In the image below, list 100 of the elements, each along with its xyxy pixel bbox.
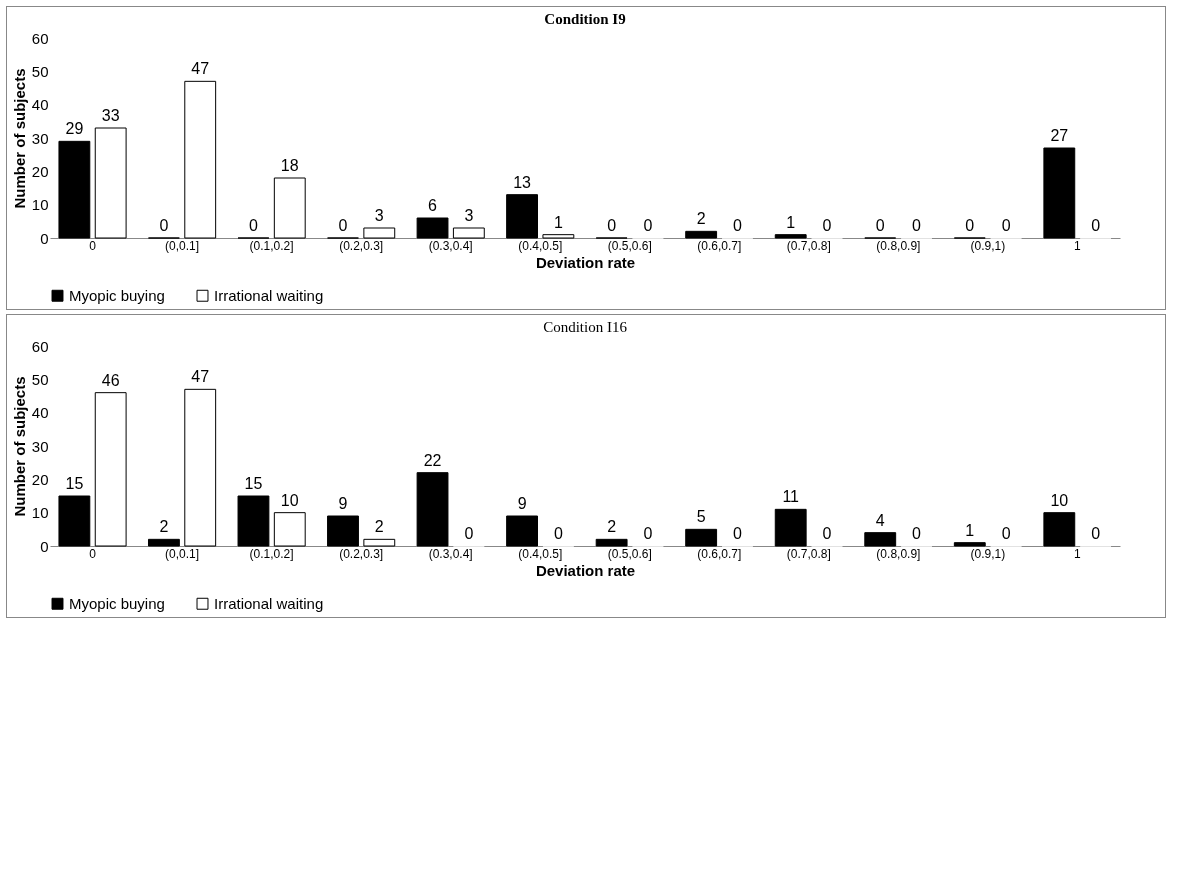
- data-label: 0: [338, 217, 348, 234]
- bar: [94, 392, 127, 547]
- y-tick-label: 30: [31, 129, 49, 147]
- y-axis-title: Number of subjects: [10, 376, 28, 517]
- bar: [363, 538, 396, 547]
- x-tick-label: 0: [89, 546, 97, 561]
- legend-label: Irrational waiting: [214, 594, 324, 612]
- data-label: 0: [1001, 217, 1011, 234]
- x-tick-label: (0.3,0.4]: [428, 546, 473, 561]
- x-tick-label: (0.9,1): [970, 546, 1006, 561]
- data-label: 1: [965, 521, 975, 539]
- data-label: 15: [244, 475, 263, 492]
- bar: [58, 495, 91, 547]
- x-tick-label: (0.8,0.9]: [876, 546, 921, 561]
- data-label: 0: [1091, 525, 1101, 542]
- x-tick-label: 1: [1074, 238, 1082, 253]
- data-label: 2: [607, 518, 617, 536]
- x-tick-label: (0.8,0.9]: [876, 238, 921, 253]
- bar: [685, 230, 718, 239]
- data-label: 5: [696, 508, 706, 526]
- y-tick-label: 60: [31, 29, 49, 47]
- bar: [147, 538, 180, 547]
- x-tick-label: 1: [1074, 546, 1082, 561]
- x-tick-label: (0.3,0.4]: [428, 238, 473, 253]
- x-tick-label: (0,0.1]: [165, 546, 200, 561]
- bar: [864, 532, 897, 547]
- data-label: 0: [965, 217, 975, 234]
- bar: [542, 234, 575, 239]
- data-label: 0: [159, 217, 169, 234]
- y-axis-title: Number of subjects: [10, 68, 28, 209]
- bar: [416, 472, 449, 547]
- data-label: 1: [786, 213, 796, 231]
- bar: [506, 194, 539, 239]
- x-tick-label: (0,0.1]: [165, 238, 200, 253]
- x-tick-label: (0.1,0.2]: [249, 546, 294, 561]
- x-tick-label: (0.7,0.8]: [786, 238, 831, 253]
- data-label: 33: [101, 107, 120, 124]
- data-label: 0: [912, 525, 922, 542]
- data-label: 9: [338, 495, 348, 512]
- data-label: 47: [191, 368, 210, 386]
- data-label: 0: [553, 525, 563, 542]
- data-label: 3: [464, 207, 474, 224]
- data-label: 11: [782, 488, 800, 506]
- x-axis-title: Deviation rate: [535, 253, 636, 271]
- x-tick-label: (0.1,0.2]: [249, 238, 294, 253]
- data-label: 47: [191, 60, 210, 78]
- data-label: 27: [1050, 127, 1069, 144]
- data-label: 0: [643, 217, 653, 234]
- data-label: 0: [464, 525, 474, 542]
- chart-title: Condition I16: [543, 319, 628, 335]
- data-label: 0: [912, 217, 922, 234]
- data-label: 0: [249, 217, 259, 234]
- bar: [237, 495, 270, 547]
- data-label: 0: [1091, 217, 1101, 234]
- bar: [595, 538, 628, 547]
- data-label: 9: [517, 495, 527, 512]
- data-label: 2: [159, 518, 169, 536]
- data-label: 10: [1050, 491, 1069, 509]
- data-label: 29: [65, 120, 84, 138]
- bar: [327, 515, 359, 547]
- legend-label: Myopic buying: [69, 286, 165, 304]
- data-label: 0: [733, 525, 743, 542]
- data-label: 0: [643, 525, 653, 542]
- x-tick-label: 0: [89, 238, 97, 253]
- data-label: 0: [1001, 525, 1011, 542]
- bar: [452, 227, 485, 239]
- data-label: 15: [65, 475, 84, 492]
- x-tick-label: (0.5,0.6]: [607, 546, 652, 561]
- y-tick-label: 20: [31, 162, 49, 180]
- bar: [774, 234, 807, 239]
- data-label: 6: [428, 197, 438, 214]
- bar: [184, 80, 217, 239]
- data-label: 1: [553, 213, 563, 231]
- data-label: 2: [374, 518, 384, 536]
- legend-label: Myopic buying: [69, 594, 165, 612]
- x-tick-label: (0.6,0.7]: [697, 546, 742, 561]
- bar: [1043, 512, 1076, 547]
- x-tick-label: (0.2,0.3]: [339, 546, 384, 561]
- data-label: 0: [733, 217, 743, 234]
- data-label: 2: [696, 210, 706, 228]
- y-tick-label: 50: [31, 62, 49, 80]
- bar: [184, 388, 217, 547]
- data-label: 46: [101, 371, 120, 389]
- x-tick-label: (0.4,0.5]: [518, 546, 563, 561]
- data-label: 0: [875, 217, 885, 234]
- y-tick-label: 30: [31, 437, 49, 455]
- data-label: 4: [875, 511, 885, 529]
- x-axis-title: Deviation rate: [535, 561, 636, 579]
- x-tick-label: (0.2,0.3]: [339, 238, 384, 253]
- data-label: 0: [607, 217, 617, 234]
- data-label: 0: [822, 525, 832, 542]
- bar: [363, 227, 396, 239]
- bar: [774, 508, 807, 547]
- data-label: 22: [423, 451, 442, 469]
- data-label: 0: [822, 217, 832, 234]
- legend-label: Irrational waiting: [214, 286, 324, 304]
- data-label: 10: [280, 491, 299, 509]
- x-tick-label: (0.7,0.8]: [786, 546, 831, 561]
- y-tick-label: 50: [31, 370, 49, 388]
- x-tick-label: (0.9,1): [970, 238, 1006, 253]
